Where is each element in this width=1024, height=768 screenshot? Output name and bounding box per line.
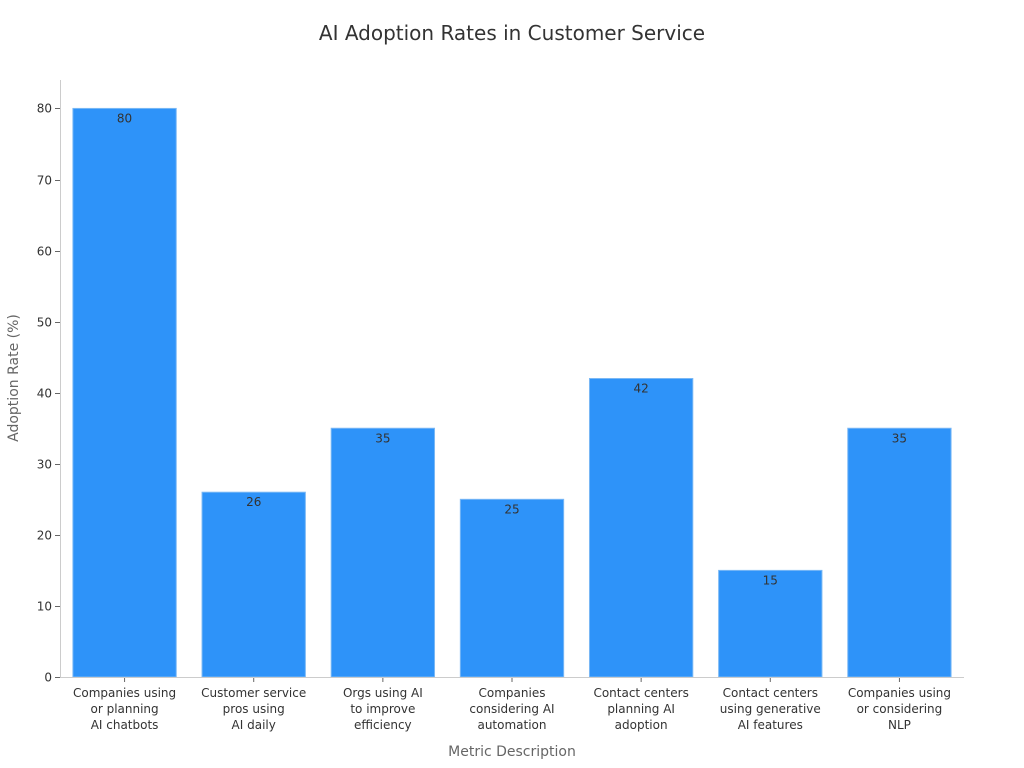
x-tick-label: Companies considering AI automation (469, 686, 554, 732)
y-tick-label: 50 (37, 316, 52, 330)
x-tick-label-line: Companies using (73, 686, 176, 700)
x-tick-label-line: considering AI (469, 702, 554, 716)
x-axis-ticks: Companies using or planning AI chatbots Cus… (73, 677, 951, 732)
x-tick-label-line: Companies (479, 686, 546, 700)
y-axis-label: Adoption Rate (%) (6, 314, 22, 442)
x-tick-label-line: Contact centers (723, 686, 818, 700)
bar (588, 378, 694, 678)
x-tick-label-line: AI chatbots (91, 718, 159, 732)
x-tick-label-line: pros using (223, 702, 285, 716)
x-tick-label: Companies using or planning AI chatbots (73, 686, 176, 732)
bar (201, 491, 306, 678)
y-tick-label: 0 (44, 671, 52, 685)
y-tick-label: 20 (37, 529, 52, 543)
y-tick-label: 80 (37, 102, 52, 116)
bar-value-label: 26 (246, 495, 261, 509)
x-tick-label-line: or planning (90, 702, 158, 716)
x-tick-label-line: using generative (720, 702, 821, 716)
y-tick-label: 70 (37, 174, 52, 188)
bar-value-label: 15 (763, 573, 778, 587)
x-tick-label-line: NLP (888, 718, 911, 732)
y-tick-label: 10 (37, 600, 52, 614)
bars-group (72, 107, 952, 678)
y-tick-label: 40 (37, 387, 52, 401)
y-axis-ticks: 0 10 20 30 40 50 60 70 80 (37, 102, 60, 685)
chart-title: AI Adoption Rates in Customer Service (319, 21, 705, 45)
x-tick-label-line: or considering (857, 702, 943, 716)
x-tick-label: Companies using or considering NLP (848, 686, 951, 732)
x-tick-label-line: adoption (615, 718, 668, 732)
x-tick-label-line: AI features (738, 718, 803, 732)
bar (847, 427, 952, 678)
x-tick-label-line: Customer service (201, 686, 306, 700)
bar (72, 107, 177, 678)
x-axis-label: Metric Description (448, 744, 576, 760)
bar-value-label: 80 (117, 111, 132, 125)
bar-value-label: 42 (634, 382, 649, 396)
x-tick-label-line: to improve (350, 702, 415, 716)
bar (330, 427, 436, 678)
data-labels-group: 80 26 35 25 42 15 35 (117, 111, 907, 587)
x-tick-label-line: automation (477, 718, 546, 732)
bar-value-label: 35 (892, 431, 907, 445)
bar-value-label: 25 (504, 502, 519, 516)
bar (459, 498, 565, 678)
x-tick-label-line: efficiency (354, 718, 412, 732)
x-tick-label: Contact centers planning AI adoption (593, 686, 688, 732)
x-tick-label: Orgs using AI to improve efficiency (343, 686, 423, 732)
x-tick-label-line: Contact centers (593, 686, 688, 700)
x-tick-label: Customer service pros using AI daily (201, 686, 306, 732)
y-tick-label: 60 (37, 245, 52, 259)
y-tick-label: 30 (37, 458, 52, 472)
x-tick-label-line: AI daily (232, 718, 276, 732)
x-tick-label-line: Orgs using AI (343, 686, 423, 700)
bar-value-label: 35 (375, 431, 390, 445)
x-tick-label: Contact centers using generative AI featur… (720, 686, 821, 732)
x-tick-label-line: Companies using (848, 686, 951, 700)
x-tick-label-line: planning AI (607, 702, 675, 716)
bar (718, 569, 823, 678)
